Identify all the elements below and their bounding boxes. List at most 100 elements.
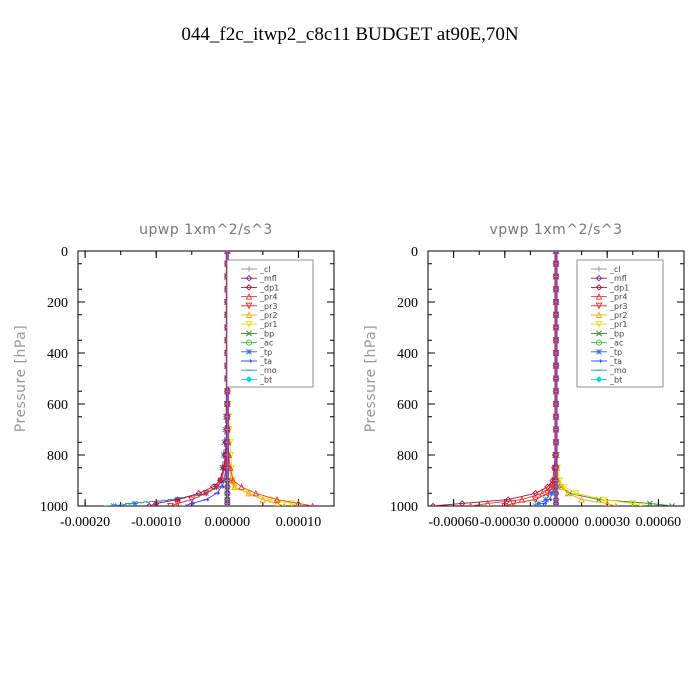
series-line-tp (113, 251, 228, 506)
legend-item-pr1: _pr1 (591, 320, 627, 329)
y-tick-label: 0 (411, 245, 418, 260)
data-point (646, 500, 653, 506)
legend-label: _bt (609, 375, 622, 384)
legend-item-ta: _ta (241, 357, 272, 366)
legend-label: _ac (609, 339, 623, 348)
legend-swatch-marker (596, 330, 602, 337)
legend-item-pr2: _pr2 (241, 311, 277, 320)
y-tick-label: 0 (61, 245, 68, 260)
legend-swatch-marker (245, 284, 253, 291)
plot-area (429, 251, 675, 506)
y-tick-label: 200 (397, 296, 418, 311)
data-point (224, 439, 230, 445)
series-dp1 (145, 251, 231, 506)
data-point (638, 502, 645, 506)
legend-label: _pr2 (609, 311, 627, 320)
data-point (564, 489, 572, 497)
data-point (553, 251, 559, 254)
legend-item-dp1: _dp1 (591, 283, 629, 292)
legend-swatch-marker (595, 376, 603, 383)
data-point (553, 299, 559, 305)
legend-item-tp: _tp (591, 348, 622, 357)
data-point (557, 483, 565, 490)
series-line-dp1 (433, 251, 557, 506)
data-point (202, 490, 210, 497)
data-point (152, 500, 160, 506)
series-line-pr3 (504, 251, 557, 506)
data-point (541, 501, 548, 506)
legend-swatch-marker (595, 339, 603, 346)
y-tick-label: 600 (47, 398, 68, 413)
legend-swatch-marker (245, 292, 253, 300)
legend-label: _bt (259, 375, 272, 384)
legend-box (226, 259, 314, 388)
series-mo (103, 251, 230, 506)
legend-swatch-marker (246, 348, 252, 355)
data-point (600, 496, 608, 504)
x-tick-label: -0.00030 (480, 515, 530, 530)
legend-item-mo: _mo (241, 366, 277, 375)
legend-label: _pr4 (259, 293, 277, 302)
legend-item-bp: _bp (241, 329, 274, 338)
legend-swatch-marker (596, 359, 603, 363)
legend-item-ac: _ac (241, 339, 273, 348)
legend-label: _mo (259, 366, 277, 375)
legend-swatch-marker (245, 274, 253, 282)
legend-box (576, 259, 664, 388)
data-point (484, 499, 491, 506)
x-tick-label: 0.00060 (636, 515, 682, 530)
data-point (189, 501, 196, 506)
data-point (553, 465, 559, 471)
legend-item-pr3: _pr3 (241, 302, 277, 311)
data-point (532, 503, 539, 506)
data-point (224, 452, 230, 458)
y-axis-label: Pressure [hPa] (13, 325, 29, 432)
legend-label: _tp (609, 348, 622, 357)
data-point (229, 476, 237, 484)
data-point (274, 499, 281, 506)
y-tick-label: 1000 (390, 500, 418, 515)
y-tick-label: 400 (47, 347, 68, 362)
data-point (552, 502, 560, 506)
legend: _cl_mfl_dp1_pr4_pr3_pr2_pr1_bp_ac_tp_ta_… (226, 259, 314, 388)
data-point (532, 496, 539, 504)
legend-swatch-marker (246, 359, 253, 363)
x-tick-label: 0.00010 (276, 515, 322, 530)
figure-title: 044_f2c_itwp2_c8c11 BUDGET at90E,70N (181, 24, 518, 45)
legend-swatch-marker (246, 330, 252, 337)
data-point (224, 477, 230, 484)
legend-swatch-marker (245, 321, 253, 328)
legend-label: _mo (609, 366, 627, 375)
legend-item-mfl: _mfl (241, 274, 277, 283)
legend-item-pr4: _pr4 (241, 293, 277, 302)
data-point (188, 496, 196, 504)
legend-item-bt: _bt (241, 375, 272, 384)
legend-swatch-marker (595, 302, 603, 310)
data-point (553, 401, 559, 407)
legend-label: _tp (259, 348, 272, 357)
data-point (231, 483, 238, 490)
data-point (167, 502, 174, 506)
data-point (544, 490, 551, 497)
data-point (429, 502, 437, 506)
y-tick-label: 800 (47, 449, 68, 464)
series-cl (553, 251, 559, 506)
data-point (553, 484, 559, 490)
legend-label: _cl (609, 265, 621, 274)
legend-label: _mfl (609, 274, 627, 283)
legend-label: _pr4 (609, 293, 627, 302)
data-point (288, 500, 295, 506)
data-point (553, 439, 559, 445)
x-tick-label: 0.00000 (205, 515, 251, 530)
data-point (553, 273, 559, 280)
x-tick-label: 0.00030 (584, 515, 630, 530)
data-point (216, 477, 224, 484)
data-point (224, 426, 230, 433)
data-point (209, 483, 217, 491)
legend-label: _ta (609, 357, 622, 366)
data-point (220, 452, 227, 458)
legend-item-ac: _ac (591, 339, 623, 348)
data-point (553, 452, 559, 458)
data-point (553, 503, 559, 506)
data-point (224, 500, 231, 506)
